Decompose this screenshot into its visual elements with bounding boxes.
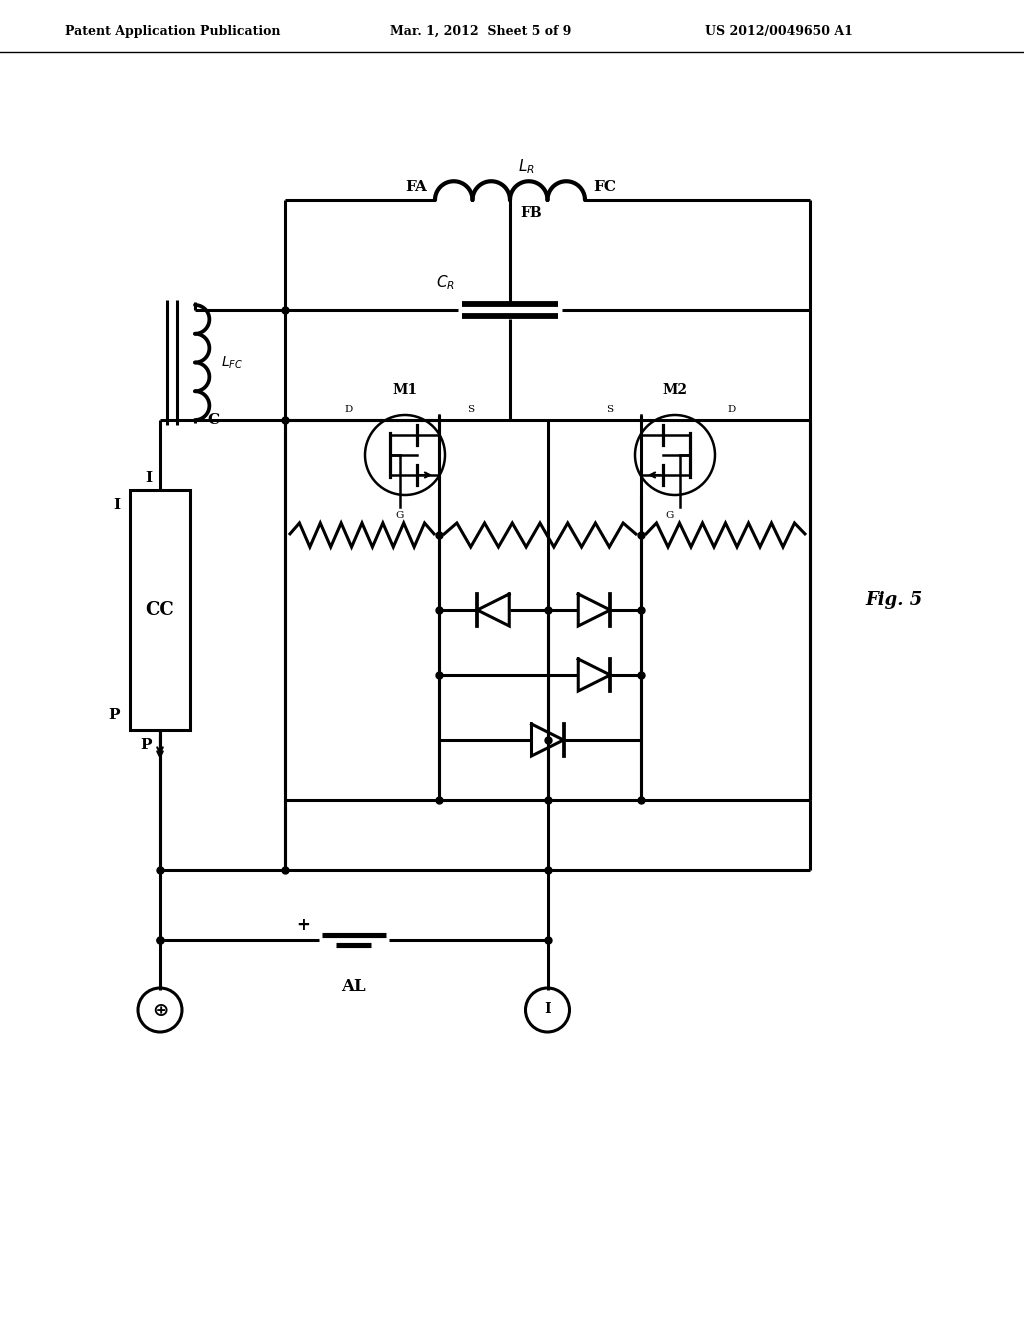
Text: Mar. 1, 2012  Sheet 5 of 9: Mar. 1, 2012 Sheet 5 of 9: [390, 25, 571, 38]
Text: US 2012/0049650 A1: US 2012/0049650 A1: [705, 25, 853, 38]
Text: Patent Application Publication: Patent Application Publication: [65, 25, 281, 38]
Text: I: I: [113, 498, 120, 512]
Text: $L_R$: $L_R$: [518, 157, 535, 177]
Text: M2: M2: [663, 383, 687, 397]
Text: S: S: [606, 405, 613, 414]
Text: ⊕: ⊕: [152, 1001, 168, 1019]
Text: D: D: [727, 405, 735, 414]
Text: D: D: [345, 405, 353, 414]
Text: FC: FC: [593, 181, 616, 194]
Text: CC: CC: [145, 601, 174, 619]
Text: FA: FA: [406, 181, 427, 194]
Text: G: G: [666, 511, 674, 520]
Bar: [130, 490, 190, 730]
Text: I: I: [144, 471, 152, 484]
Text: P: P: [109, 708, 120, 722]
Text: G: G: [396, 511, 404, 520]
Text: $L_{FC}$: $L_{FC}$: [221, 354, 244, 371]
Text: I: I: [544, 1002, 551, 1016]
Text: Fig. 5: Fig. 5: [865, 591, 923, 609]
Text: P: P: [140, 738, 152, 752]
Text: S: S: [467, 405, 474, 414]
Text: +: +: [296, 916, 309, 935]
Text: C: C: [207, 413, 219, 426]
Text: AL: AL: [341, 978, 366, 995]
Text: M1: M1: [392, 383, 418, 397]
Text: FB: FB: [520, 206, 542, 220]
Text: $C_R$: $C_R$: [436, 273, 455, 292]
